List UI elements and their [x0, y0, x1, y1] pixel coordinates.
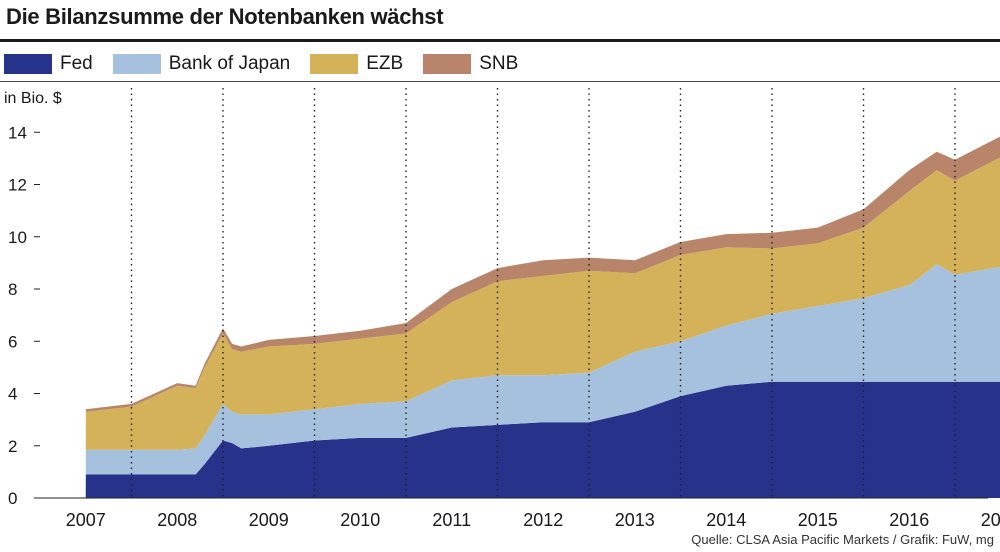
y-tick-label-12: 12	[8, 176, 27, 195]
x-tick-label-2008: 2008	[157, 510, 197, 530]
legend-label-bank-of-japan: Bank of Japan	[168, 53, 291, 74]
y-tick-label-6: 6	[8, 332, 17, 351]
legend-label-snb: SNB	[479, 53, 519, 74]
x-tick-label-2017: 2017	[981, 510, 1000, 530]
y-tick-label-14: 14	[8, 123, 27, 142]
legend: Fed Bank of Japan EZB SNB	[4, 52, 538, 76]
x-tick-label-2014: 2014	[706, 510, 746, 530]
x-tick-label-2011: 2011	[432, 510, 471, 530]
y-tick-label-8: 8	[8, 280, 17, 299]
legend-item-ezb: EZB	[310, 53, 403, 75]
y-axis-unit-label: in Bio. $	[4, 90, 62, 107]
legend-swatch-bank-of-japan	[112, 54, 161, 74]
x-tick-label-2009: 2009	[249, 510, 289, 530]
legend-item-snb: SNB	[423, 53, 518, 75]
area-ezb	[85, 157, 1000, 450]
x-tick-label-2007: 2007	[66, 510, 106, 530]
chart-title: Die Bilanzsumme der Notenbanken wächst	[6, 4, 444, 29]
area-bank-of-japan	[85, 264, 1000, 475]
x-tick-label-2015: 2015	[798, 510, 838, 530]
x-tick-label-2016: 2016	[889, 510, 929, 530]
legend-item-fed: Fed	[4, 53, 93, 75]
y-tick-label-0: 0	[8, 489, 17, 508]
legend-swatch-snb	[423, 54, 472, 74]
x-tick-label-2013: 2013	[615, 510, 655, 530]
legend-swatch-ezb	[310, 54, 359, 74]
legend-label-ezb: EZB	[366, 53, 404, 74]
y-tick-label-4: 4	[8, 385, 17, 404]
y-tick-label-10: 10	[8, 228, 27, 247]
x-tick-label-2010: 2010	[340, 510, 380, 530]
y-tick-label-2: 2	[8, 437, 17, 456]
legend-item-bank-of-japan: Bank of Japan	[112, 53, 291, 75]
legend-swatch-fed	[4, 54, 52, 74]
x-tick-label-2012: 2012	[523, 510, 563, 530]
title-divider	[0, 39, 1000, 42]
area-snb	[85, 136, 1000, 412]
legend-label-fed: Fed	[60, 53, 93, 74]
source-note: Quelle: CLSA Asia Pacific Markets / Graf…	[691, 532, 994, 547]
legend-divider	[0, 81, 1000, 82]
